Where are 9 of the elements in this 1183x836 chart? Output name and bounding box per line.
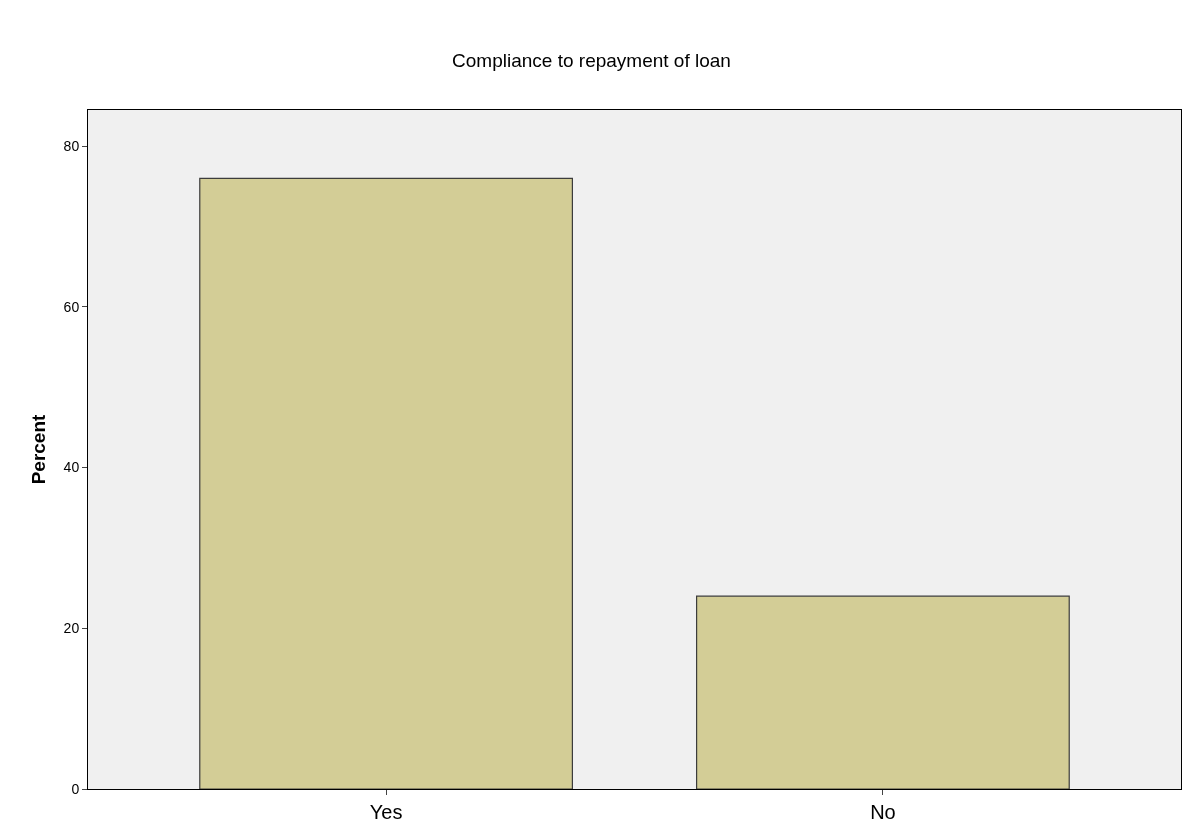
y-tick-label: 80 xyxy=(63,138,80,155)
x-tick-label: Yes xyxy=(369,801,403,823)
y-tick-label: 20 xyxy=(63,620,80,637)
y-axis-title: Percent xyxy=(28,413,50,485)
x-tick-label: No xyxy=(870,801,896,823)
y-tick-label: 0 xyxy=(71,780,80,797)
y-tick-label: 40 xyxy=(63,459,80,476)
chart-title: Compliance to repayment of loan xyxy=(452,49,731,71)
y-tick-label: 60 xyxy=(63,298,80,315)
